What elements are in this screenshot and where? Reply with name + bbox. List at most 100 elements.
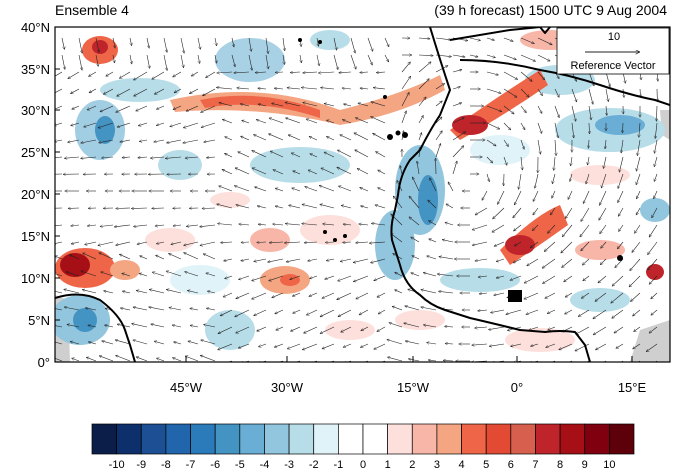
wind-vector-arrow — [524, 292, 539, 299]
wind-vector-arrow — [290, 326, 301, 331]
colorbar-label: 1 — [385, 459, 391, 471]
wind-vector-arrow — [55, 241, 63, 244]
wind-vector-arrow — [588, 88, 593, 104]
wind-vector-arrow — [258, 224, 267, 225]
wind-vector-arrow — [154, 88, 165, 95]
wind-vector-arrow — [200, 105, 216, 113]
wind-vector-arrow — [598, 275, 607, 283]
wind-vector-arrow — [103, 88, 114, 95]
wind-vector-arrow — [547, 224, 556, 233]
lon-label: 15°E — [618, 380, 647, 395]
wind-vector-arrow — [639, 122, 640, 138]
colorbar-label: 7 — [532, 459, 538, 471]
reference-vector-label: Reference Vector — [571, 60, 656, 72]
wind-vector-arrow — [252, 168, 267, 175]
wind-vector-arrow — [437, 274, 454, 277]
wind-vector-arrow — [545, 292, 556, 299]
wind-vector-arrow — [360, 88, 369, 89]
wind-vector-arrow — [173, 71, 182, 78]
colorbar-swatch — [559, 423, 586, 455]
wind-vector-arrow — [340, 258, 352, 262]
colorbar-swatch — [91, 423, 117, 455]
wind-vector-arrow — [238, 275, 250, 280]
wind-vector-arrow — [325, 275, 335, 279]
wind-vector-arrow — [435, 37, 451, 40]
wind-vector-arrow — [257, 206, 267, 209]
wind-vector-arrow — [648, 241, 658, 255]
wind-vector-arrow — [428, 220, 437, 226]
wind-vector-arrow — [303, 72, 318, 73]
wind-vector-arrow — [82, 290, 97, 294]
wind-vector-arrow — [106, 71, 114, 77]
wind-vector-arrow — [166, 271, 182, 277]
wind-vector-arrow — [375, 205, 386, 209]
wind-vector-arrow — [149, 289, 165, 294]
wind-vector-arrow — [503, 105, 514, 114]
wind-vector-arrow — [255, 72, 267, 73]
wind-vector-arrow — [469, 54, 478, 57]
wind-vector-arrow — [190, 325, 199, 327]
wind-vector-arrow — [322, 224, 335, 225]
wind-vector-arrow — [520, 139, 524, 150]
wind-vector-arrow — [320, 204, 335, 209]
wind-vector-arrow — [183, 241, 199, 245]
colorbar-swatch — [362, 423, 388, 455]
wind-vector-arrow — [603, 156, 607, 169]
wind-vector-arrow — [452, 70, 462, 73]
wind-vector-arrow — [321, 168, 335, 175]
wind-vector-arrow — [99, 356, 114, 362]
wind-vector-arrow — [307, 258, 318, 261]
wind-vector-arrow — [355, 242, 369, 243]
wind-vector-arrow — [171, 241, 182, 244]
wind-vector-arrow — [218, 326, 233, 334]
wind-vector-arrow — [139, 140, 148, 142]
wind-vector-arrow — [326, 120, 335, 124]
wind-vector-arrow — [183, 122, 199, 128]
wind-vector-arrow — [155, 255, 165, 260]
wind-vector-arrow — [217, 204, 233, 209]
wind-vector-arrow — [155, 225, 165, 226]
wind-vector-arrow — [257, 242, 267, 243]
wind-vector-arrow — [654, 139, 658, 153]
colorbar-label: -7 — [186, 459, 196, 471]
wind-vector-arrow — [621, 139, 624, 153]
wind-vector-arrow — [580, 224, 590, 237]
wind-vector-arrow — [340, 135, 352, 141]
wind-vector-arrow — [254, 187, 267, 192]
wind-vector-arrow — [360, 187, 369, 192]
wind-vector-arrow — [554, 122, 558, 138]
wind-vector-arrow — [513, 258, 522, 264]
wind-vector-arrow — [324, 151, 335, 158]
wind-vector-arrow — [546, 343, 556, 348]
wind-vector-arrow — [338, 186, 352, 192]
wind-vector-arrow — [197, 37, 200, 50]
wind-vector-arrow — [634, 224, 641, 233]
colorbar-swatch — [140, 423, 167, 455]
wind-vector-arrow — [275, 72, 284, 73]
wind-vector-arrow — [599, 190, 607, 206]
wind-vector-arrow — [469, 37, 481, 41]
wind-vector-arrow — [154, 341, 165, 345]
wind-vector-arrow — [55, 105, 63, 111]
wind-vector-arrow — [492, 224, 505, 233]
lat-label: 5°N — [28, 313, 50, 328]
wind-vector-arrow — [360, 72, 369, 73]
wind-vector-arrow — [361, 326, 369, 332]
wind-vector-arrow — [353, 258, 369, 263]
wind-vector-arrow — [423, 325, 437, 328]
wind-vector-arrow — [447, 182, 454, 192]
wind-vector-arrow — [595, 292, 607, 302]
wind-vector-arrow — [520, 54, 536, 61]
wind-vector-arrow — [87, 105, 97, 110]
wind-vector-arrow — [418, 79, 429, 90]
wind-vector-arrow — [231, 54, 235, 67]
wind-vector-arrow — [274, 88, 284, 89]
wind-vector-arrow — [55, 273, 63, 277]
wind-vector-arrow — [258, 360, 267, 362]
wind-vector-arrow — [138, 122, 148, 126]
wind-vector-arrow — [224, 275, 233, 279]
wind-vector-arrow — [284, 242, 301, 243]
wind-vector-arrow — [537, 88, 543, 96]
wind-vector-arrow — [343, 104, 352, 107]
wind-vector-arrow — [472, 344, 488, 345]
